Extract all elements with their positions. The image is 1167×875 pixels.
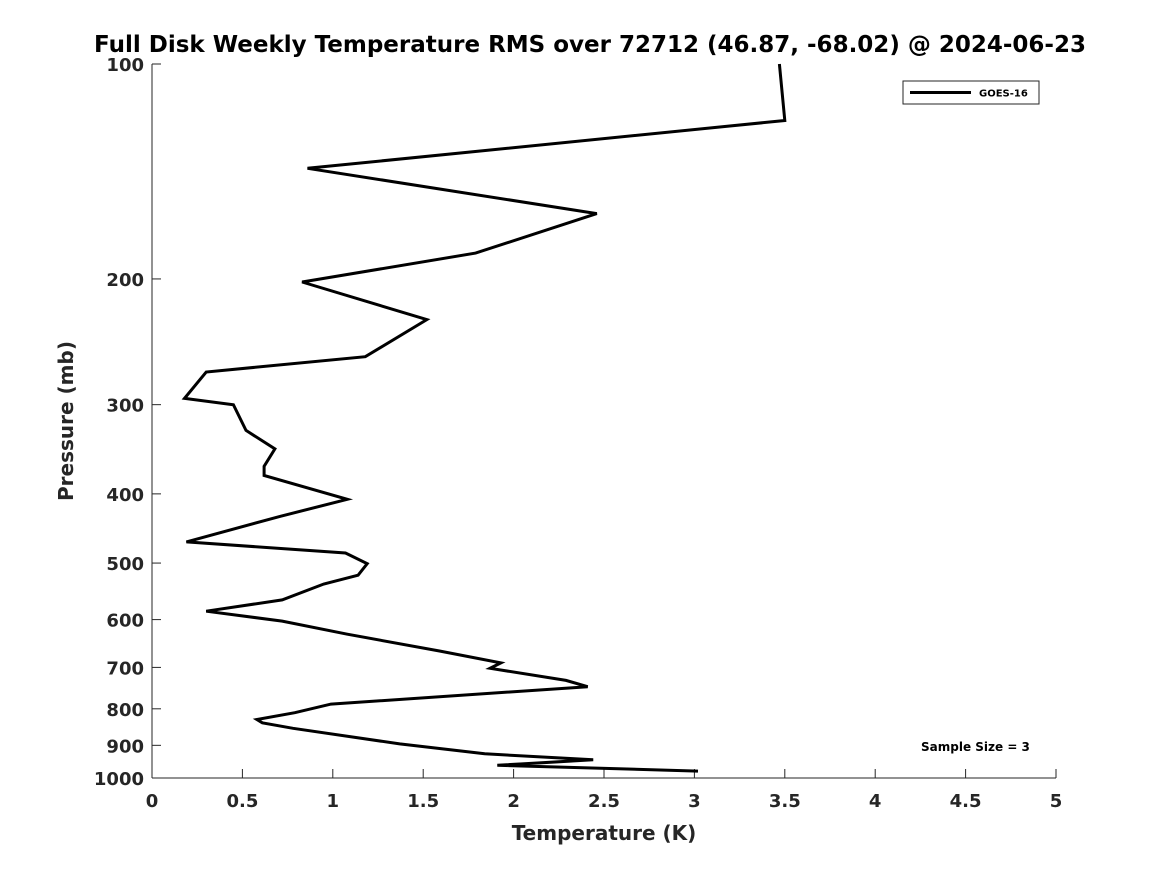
series-line-goes-16 [181,63,787,773]
sample-size-annotation: Sample Size = 3 [921,740,1030,754]
x-tick-label: 5 [1050,791,1063,812]
x-tick-label: 0 [146,791,159,812]
plot-area-background [152,64,1056,778]
x-tick-label: 1 [327,791,340,812]
y-tick-label: 900 [106,736,144,757]
x-tick-label: 3.5 [769,791,801,812]
y-tick-label: 1000 [94,769,144,790]
y-tick-label: 300 [106,396,144,417]
x-tick-label: 1.5 [407,791,439,812]
x-tick-label: 4.5 [950,791,982,812]
x-tick-label: 3 [688,791,701,812]
x-tick-label: 0.5 [226,791,258,812]
y-tick-label: 100 [106,55,144,76]
y-tick-label: 400 [106,485,144,506]
legend-label-goes-16: GOES-16 [979,89,1028,100]
y-tick-label: 800 [106,700,144,721]
x-axis-label: Temperature (K) [512,821,697,845]
y-axis-label: Pressure (mb) [54,341,78,501]
x-tick-label: 2 [507,791,520,812]
chart-title: Full Disk Weekly Temperature RMS over 72… [94,32,1086,58]
legend: GOES-16 [902,80,1040,105]
y-tick-label: 200 [106,270,144,291]
y-tick-label: 500 [106,554,144,575]
y-axis-ticks: 100 200 300 400 500 600 700 800 900 1000 [94,55,161,790]
x-tick-label: 4 [869,791,882,812]
x-axis-ticks: 0 0.5 1 1.5 2 2.5 3 3.5 4 4.5 5 [146,769,1063,812]
y-tick-label: 700 [106,658,144,679]
x-tick-label: 2.5 [588,791,620,812]
y-tick-label: 600 [106,611,144,632]
